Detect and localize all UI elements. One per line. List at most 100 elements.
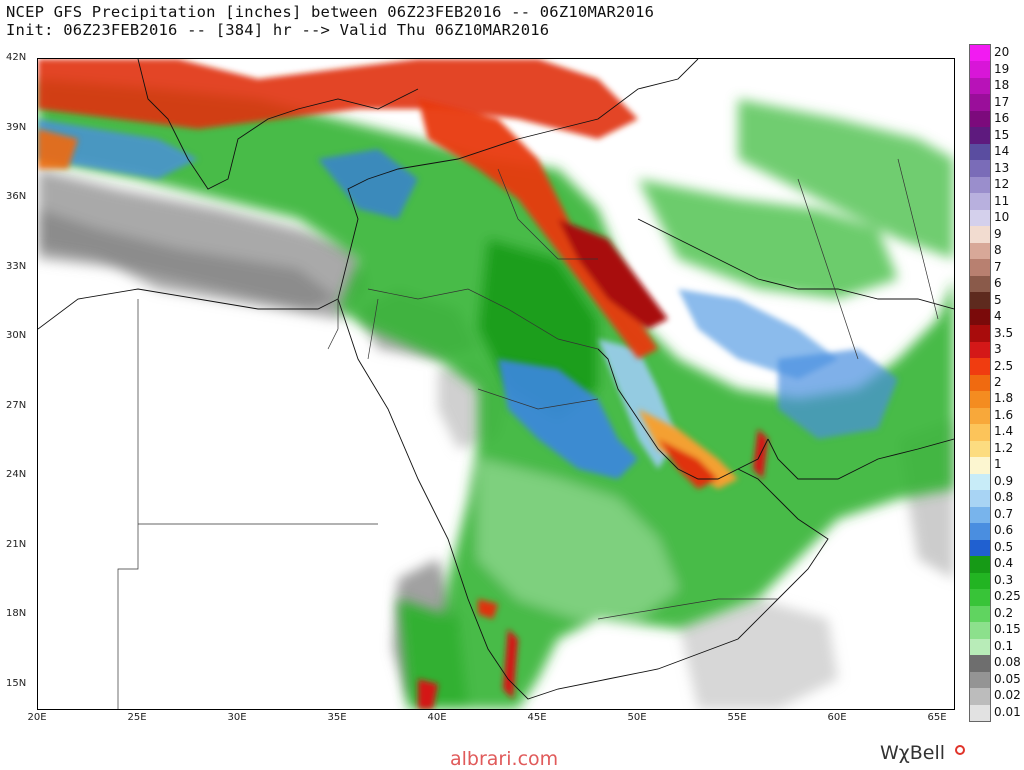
colorbar-swatch (970, 259, 990, 277)
colorbar-label: 0.1 (994, 638, 1014, 653)
colorbar-swatch (970, 622, 990, 640)
colorbar-swatch (970, 61, 990, 79)
colorbar-swatch (970, 440, 990, 458)
colorbar-swatch (970, 242, 990, 260)
colorbar-swatch (970, 391, 990, 409)
colorbar-swatch (970, 127, 990, 145)
colorbar-label: 17 (994, 94, 1010, 109)
lon-label: 25E (127, 712, 147, 723)
colorbar-label: 0.01 (994, 704, 1021, 719)
colorbar-label: 0.25 (994, 589, 1021, 604)
colorbar-label: 0.3 (994, 572, 1014, 587)
lon-label: 35E (327, 712, 347, 723)
lat-label: 24N (6, 469, 27, 480)
colorbar-label: 3.5 (994, 325, 1014, 340)
colorbar-label: 10 (994, 210, 1010, 225)
precip-colorbar (969, 44, 991, 722)
colorbar-label: 19 (994, 61, 1010, 76)
colorbar-swatch (970, 457, 990, 475)
colorbar-label: 0.8 (994, 490, 1014, 505)
colorbar-swatch (970, 539, 990, 557)
colorbar-label: 0.9 (994, 473, 1014, 488)
colorbar-swatch (970, 374, 990, 392)
colorbar-swatch (970, 655, 990, 673)
chart-title: NCEP GFS Precipitation [inches] between … (6, 3, 655, 21)
colorbar-label: 6 (994, 276, 1002, 291)
colorbar-swatch (970, 308, 990, 326)
lat-label: 15N (6, 677, 27, 689)
colorbar-swatch (970, 341, 990, 359)
source-watermark: albrari.com (450, 748, 559, 770)
colorbar-swatch (970, 473, 990, 491)
lat-label: 39N (6, 121, 27, 133)
brand-logo: WχBell (880, 742, 946, 764)
lon-label: 40E (427, 712, 447, 723)
brand-dot-icon (955, 745, 965, 755)
moderate-precip-layer (38, 79, 954, 709)
colorbar-label: 0.08 (994, 655, 1021, 670)
colorbar-label: 0.4 (994, 556, 1014, 571)
colorbar-label: 2.5 (994, 358, 1014, 373)
lon-label: 45E (527, 712, 547, 723)
colorbar-swatch (970, 556, 990, 574)
chart-subtitle: Init: 06Z23FEB2016 -- [384] hr --> Valid… (6, 21, 550, 39)
colorbar-swatch (970, 704, 990, 722)
colorbar-label: 12 (994, 177, 1010, 192)
lon-label: 30E (227, 712, 247, 723)
lat-label: 21N (6, 538, 27, 550)
colorbar-label: 18 (994, 78, 1010, 93)
colorbar-swatch (970, 325, 990, 343)
colorbar-label: 0.2 (994, 605, 1014, 620)
colorbar-label: 13 (994, 160, 1010, 175)
colorbar-swatch (970, 506, 990, 524)
colorbar-label: 3 (994, 342, 1002, 357)
colorbar-label: 1 (994, 457, 1002, 472)
colorbar-swatch (970, 523, 990, 541)
colorbar-label: 9 (994, 226, 1002, 241)
colorbar-label: 1.4 (994, 424, 1014, 439)
colorbar-label: 0.5 (994, 539, 1014, 554)
colorbar-swatch (970, 77, 990, 95)
map-canvas (38, 59, 954, 709)
colorbar-swatch (970, 589, 990, 607)
colorbar-swatch (970, 209, 990, 227)
colorbar-swatch (970, 193, 990, 211)
colorbar-label: 0.7 (994, 506, 1014, 521)
colorbar-label: 8 (994, 243, 1002, 258)
colorbar-swatch (970, 292, 990, 310)
colorbar-swatch (970, 424, 990, 442)
lon-label: 55E (727, 712, 747, 723)
colorbar-swatch (970, 572, 990, 590)
lat-label: 42N (6, 52, 27, 63)
colorbar-swatch (970, 110, 990, 128)
colorbar-label: 5 (994, 292, 1002, 307)
lat-label: 33N (6, 260, 27, 272)
colorbar-swatch (970, 45, 990, 62)
lat-label: 30N (6, 330, 27, 341)
precipitation-map (37, 58, 955, 710)
colorbar-label: 20 (994, 45, 1010, 60)
colorbar-label: 0.15 (994, 622, 1021, 637)
colorbar-label: 0.05 (994, 671, 1021, 686)
colorbar-swatch (970, 688, 990, 705)
colorbar-label: 1.2 (994, 440, 1014, 455)
colorbar-swatch (970, 407, 990, 425)
lat-label: 36N (6, 191, 27, 202)
borders (117, 158, 939, 709)
coastlines (38, 59, 954, 700)
colorbar-label: 11 (994, 193, 1010, 208)
colorbar-swatch (970, 671, 990, 689)
colorbar-label: 0.6 (994, 523, 1014, 538)
colorbar-label: 14 (994, 144, 1010, 159)
colorbar-label: 15 (994, 127, 1010, 142)
colorbar-label: 4 (994, 309, 1002, 324)
colorbar-swatch (970, 94, 990, 112)
lon-label: 65E (927, 712, 947, 723)
colorbar-swatch (970, 275, 990, 293)
colorbar-label: 1.8 (994, 391, 1014, 406)
colorbar-label: 16 (994, 111, 1010, 126)
colorbar-label: 2 (994, 375, 1002, 389)
lon-label: 50E (627, 712, 647, 723)
lat-label: 27N (6, 399, 27, 411)
colorbar-swatch (970, 605, 990, 623)
